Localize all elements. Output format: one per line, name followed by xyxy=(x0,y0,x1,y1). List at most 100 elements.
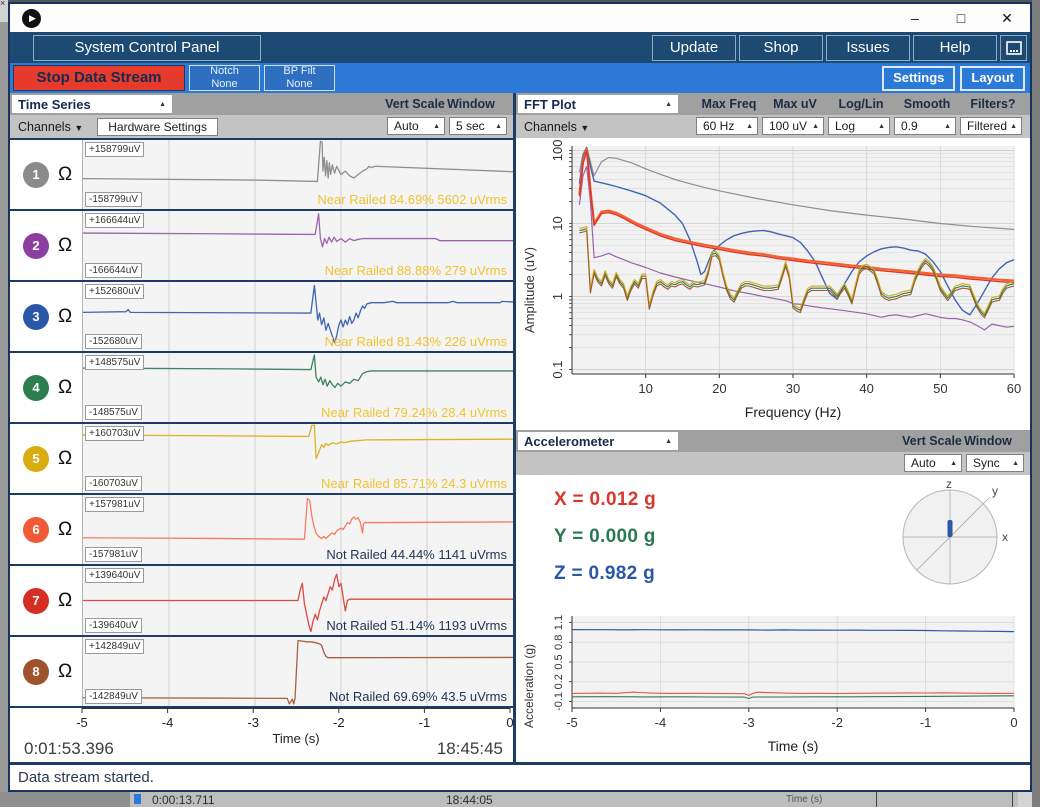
update-button[interactable]: Update xyxy=(652,34,736,61)
impedance-omega-button[interactable]: Ω xyxy=(58,518,73,540)
fft-widget-dropdown[interactable]: FFT Plot ▲ xyxy=(518,95,678,113)
chevron-up-icon: ▲ xyxy=(812,122,819,130)
issues-button[interactable]: Issues xyxy=(826,34,910,61)
channel-toggle-button[interactable]: 4 xyxy=(23,374,49,401)
shop-button[interactable]: Shop xyxy=(739,34,823,61)
log-lin-dropdown[interactable]: Log ▲ xyxy=(828,117,890,135)
accelerometer-values: X = 0.012 g Y = 0.000 g Z = 0.982 g z y … xyxy=(516,475,1030,610)
minimize-button[interactable]: – xyxy=(911,9,919,26)
channel-row: 4 Ω +148575uV -148575uV Near Railed 79.2… xyxy=(10,353,513,424)
window-dropdown[interactable]: 5 sec ▲ xyxy=(449,117,507,135)
accel-x-value: X = 0.012 g xyxy=(554,489,657,510)
channel-row: 5 Ω +160703uV -160703uV Near Railed 85.7… xyxy=(10,424,513,495)
window-titlebar: ▶ – □ ✕ xyxy=(10,4,1030,32)
impedance-omega-button[interactable]: Ω xyxy=(58,305,73,327)
channel-waveform-plot: +142849uV -142849uV Not Railed 69.69% 43… xyxy=(82,637,513,706)
channel-number: 3 xyxy=(32,309,40,324)
filters-label: Filters? xyxy=(970,97,1016,111)
impedance-omega-button[interactable]: Ω xyxy=(58,163,73,185)
channel-waveform-plot: +157981uV -157981uV Not Railed 44.44% 11… xyxy=(82,495,513,564)
svg-text:0.1: 0.1 xyxy=(550,361,565,379)
railed-status: Not Railed 44.44% 1141 uVrms xyxy=(326,547,507,562)
voltage-max-label: +139640uV xyxy=(85,568,145,583)
svg-text:10: 10 xyxy=(550,216,565,230)
window-controls: – □ ✕ xyxy=(892,10,1030,27)
console-log-button[interactable] xyxy=(1000,34,1027,61)
channel-toggle-button[interactable]: 6 xyxy=(23,516,49,543)
filters-dropdown[interactable]: Filtered ▲ xyxy=(960,117,1022,135)
svg-text:20: 20 xyxy=(712,381,726,396)
time-series-widget-dropdown[interactable]: Time Series ▲ xyxy=(12,95,172,113)
impedance-omega-button[interactable]: Ω xyxy=(58,447,73,469)
max-freq-dropdown[interactable]: 60 Hz ▲ xyxy=(696,117,758,135)
channel-waveform-plot: +148575uV -148575uV Near Railed 79.24% 2… xyxy=(82,353,513,422)
svg-text:-0.1: -0.1 xyxy=(553,692,565,711)
channel-number: 4 xyxy=(32,380,40,395)
channel-toggle-button[interactable]: 7 xyxy=(23,587,49,614)
impedance-omega-button[interactable]: Ω xyxy=(58,376,73,398)
svg-text:1: 1 xyxy=(550,293,565,300)
voltage-min-label: -160703uV xyxy=(85,476,142,491)
channels-container: 1 Ω +158799uV -158799uV Near Railed 84.6… xyxy=(10,138,513,708)
background-window-strip: 0:00:13.711 18:44:05 Time (s) xyxy=(0,792,1040,807)
help-button[interactable]: Help xyxy=(913,34,997,61)
stop-data-stream-button[interactable]: Stop Data Stream xyxy=(13,65,185,91)
accelerometer-widget-dropdown[interactable]: Accelerometer ▲ xyxy=(518,432,678,450)
vert-scale-label: Vert Scale xyxy=(385,97,445,111)
chevron-up-icon: ▲ xyxy=(950,459,957,467)
bandpass-filter-button[interactable]: BP Filt None xyxy=(264,65,335,91)
impedance-omega-button[interactable]: Ω xyxy=(58,660,73,682)
notch-filter-button[interactable]: Notch None xyxy=(189,65,260,91)
console-window-icon xyxy=(1005,40,1022,55)
accel-window-dropdown[interactable]: Sync ▲ xyxy=(966,454,1024,472)
channel-toggle-button[interactable]: 5 xyxy=(23,445,49,472)
fft-y-axis-label: Amplitude (uV) xyxy=(522,247,537,333)
chevron-up-icon: ▲ xyxy=(159,100,166,108)
system-control-panel-button[interactable]: System Control Panel xyxy=(33,34,261,61)
window-label: Window xyxy=(447,97,495,111)
max-uv-dropdown[interactable]: 100 uV ▲ xyxy=(762,117,824,135)
chevron-down-icon: ▼ xyxy=(74,122,84,133)
svg-text:-2: -2 xyxy=(831,715,843,730)
close-button[interactable]: ✕ xyxy=(1001,9,1013,26)
voltage-max-label: +160703uV xyxy=(85,426,145,441)
svg-text:-5: -5 xyxy=(76,715,88,730)
time-series-footer: 0:01:53.396 Time (s) 18:45:45 xyxy=(10,731,513,762)
hardware-settings-button[interactable]: Hardware Settings xyxy=(97,117,218,136)
background-close-artifact: × xyxy=(0,0,6,8)
play-icon: ▶ xyxy=(29,12,36,23)
desktop-top-edge xyxy=(0,0,1040,2)
fft-plot: 10 20 30 40 50 60 0.1 1 10 100 Amplitude (uV) Fre… xyxy=(516,138,1030,430)
voltage-max-label: +157981uV xyxy=(85,497,145,512)
layout-button[interactable]: Layout xyxy=(960,65,1025,91)
chevron-up-icon: ▲ xyxy=(746,122,753,130)
impedance-omega-button[interactable]: Ω xyxy=(58,589,73,611)
svg-text:-1: -1 xyxy=(419,715,431,730)
voltage-max-label: +166644uV xyxy=(85,213,145,228)
maximize-button[interactable]: □ xyxy=(956,9,966,26)
settings-button[interactable]: Settings xyxy=(882,65,956,91)
impedance-omega-button[interactable]: Ω xyxy=(58,234,73,256)
vert-scale-dropdown[interactable]: Auto ▲ xyxy=(387,117,445,135)
accel-vert-scale-dropdown[interactable]: Auto ▲ xyxy=(904,454,962,472)
channel-toggle-button[interactable]: 1 xyxy=(23,161,49,188)
channel-toggle-button[interactable]: 2 xyxy=(23,232,49,259)
chevron-down-icon: ▼ xyxy=(580,122,590,133)
smooth-dropdown[interactable]: 0.9 ▲ xyxy=(894,117,956,135)
status-message: Data stream started. xyxy=(18,769,154,786)
channels-dropdown-button[interactable]: Channels ▼ xyxy=(18,119,84,134)
accel-y-axis-label: Acceleration (g) xyxy=(522,643,536,728)
channel-row: 6 Ω +157981uV -157981uV Not Railed 44.44… xyxy=(10,495,513,566)
channel-toggle-button[interactable]: 3 xyxy=(23,303,49,330)
channel-waveform-plot: +160703uV -160703uV Near Railed 85.71% 2… xyxy=(82,424,513,493)
fft-channels-dropdown-button[interactable]: Channels ▼ xyxy=(524,119,590,134)
voltage-min-label: -148575uV xyxy=(85,405,142,420)
background-window-left-edge: × xyxy=(0,0,8,807)
channel-waveform-plot: +152680uV -152680uV Near Railed 81.43% 2… xyxy=(82,282,513,351)
channel-row: 8 Ω +142849uV -142849uV Not Railed 69.69… xyxy=(10,637,513,708)
railed-status: Near Railed 81.43% 226 uVrms xyxy=(324,334,507,349)
accelerometer-plot: -5 -4 -3 -2 -1 0 -0.1 0.2 0.5 0.8 1.1 Acceleration… xyxy=(516,610,1030,762)
accel-orientation-ball: z y x xyxy=(902,479,1008,585)
channel-toggle-button[interactable]: 8 xyxy=(23,658,49,685)
